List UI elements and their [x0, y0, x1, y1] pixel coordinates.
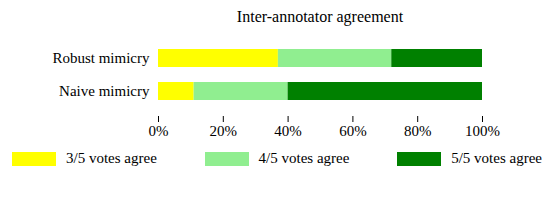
svg-text:80%: 80% — [404, 123, 432, 139]
html-text:4/5 votes agree: 4/5 votes agree — [258, 150, 350, 166]
svg-text:20%: 20% — [210, 123, 238, 139]
svg-text:60%: 60% — [339, 123, 367, 139]
html-text:Inter-annotator agreement: Inter-annotator agreement — [236, 8, 404, 25]
svg-text:Robust mimicry: Robust mimicry — [52, 50, 150, 66]
svg-text:Naive mimicry: Naive mimicry — [59, 83, 150, 99]
svg-text:100%: 100% — [465, 123, 500, 139]
svg-text:40%: 40% — [274, 123, 302, 139]
html-text:5/5 votes agree: 5/5 votes agree — [451, 150, 542, 166]
html-text:3/5 votes agree: 3/5 votes agree — [66, 150, 157, 166]
svg-text:0%: 0% — [149, 123, 169, 139]
